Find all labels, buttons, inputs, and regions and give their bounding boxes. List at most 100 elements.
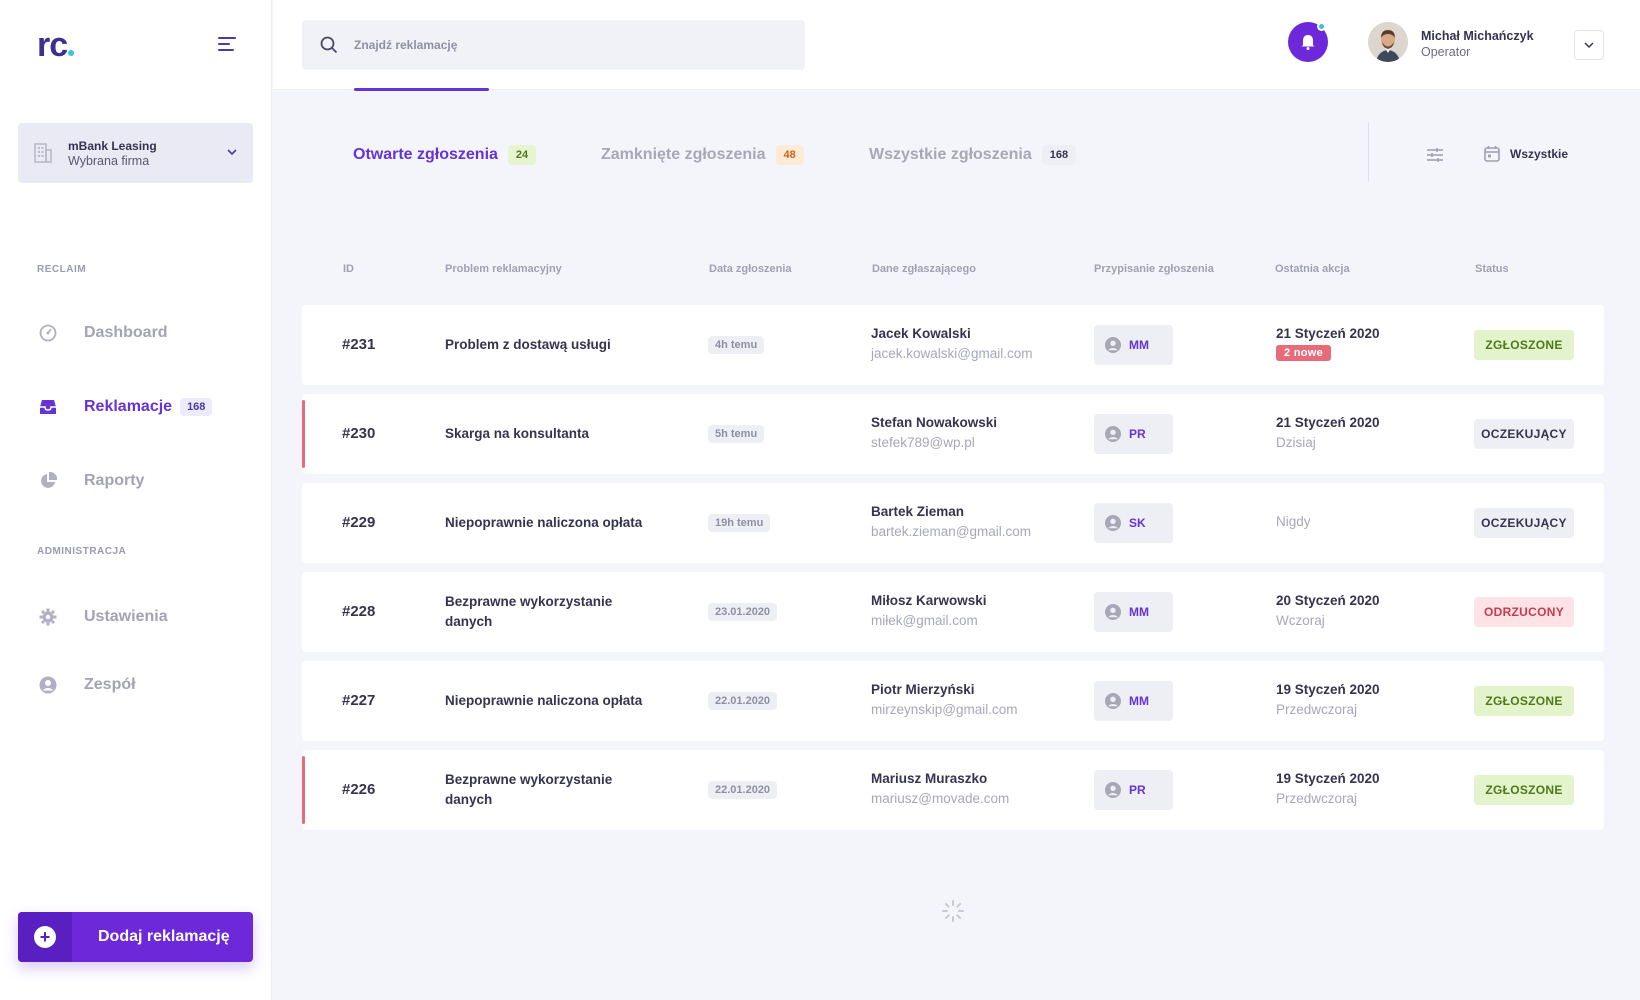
user-menu-dropdown[interactable] bbox=[1574, 30, 1604, 60]
chevron-down-icon bbox=[1584, 42, 1594, 49]
assignee-chip[interactable]: MM bbox=[1094, 325, 1173, 365]
last-action-relative: Dzisiaj bbox=[1276, 435, 1316, 450]
search-input[interactable] bbox=[354, 38, 774, 52]
notifications-button[interactable] bbox=[1288, 22, 1328, 62]
table-row[interactable]: #229 Niepoprawnie naliczona opłata 19h t… bbox=[302, 483, 1604, 563]
tab-label: Zamknięte zgłoszenia bbox=[601, 146, 766, 163]
logo-text: rc bbox=[37, 26, 68, 64]
reporter-name: Miłosz Karwowski bbox=[871, 593, 987, 608]
table-row[interactable]: #226 Bezprawne wykorzystanie danych 22.0… bbox=[302, 750, 1604, 830]
search-icon bbox=[320, 36, 338, 54]
menu-toggle-icon[interactable] bbox=[218, 37, 236, 53]
user-circle-icon bbox=[1105, 337, 1121, 353]
reporter-name: Bartek Zieman bbox=[871, 504, 965, 519]
sidebar: rc mBank Leasing Wybrana firma RECLAIM D… bbox=[0, 0, 272, 1000]
status-badge: ZGŁOSZONE bbox=[1474, 775, 1574, 805]
add-complaint-label: Dodaj reklamację bbox=[98, 928, 230, 945]
pie-chart-icon bbox=[37, 470, 59, 492]
tab-count-badge: 48 bbox=[775, 145, 804, 165]
table-row[interactable]: #227 Niepoprawnie naliczona opłata 22.01… bbox=[302, 661, 1604, 741]
reporter-email: miłek@gmail.com bbox=[871, 613, 978, 628]
status-badge: ZGŁOSZONE bbox=[1474, 686, 1574, 716]
tab-open[interactable]: Otwarte zgłoszenia 24 bbox=[353, 145, 537, 165]
loading-spinner-icon bbox=[942, 900, 964, 922]
complaint-id: #230 bbox=[342, 425, 376, 442]
complaint-id: #228 bbox=[342, 603, 376, 620]
add-complaint-button[interactable]: + Dodaj reklamację bbox=[18, 912, 253, 962]
complaint-date: 22.01.2020 bbox=[708, 692, 778, 710]
search-box[interactable] bbox=[302, 20, 805, 70]
assignee-chip[interactable]: PR bbox=[1094, 770, 1173, 810]
complaint-id: #227 bbox=[342, 692, 376, 709]
column-header-problem: Problem reklamacyjny bbox=[445, 263, 562, 275]
tab-closed[interactable]: Zamknięte zgłoszenia 48 bbox=[601, 145, 804, 165]
last-action-date: 19 Styczeń 2020 bbox=[1276, 771, 1380, 786]
column-header-last-action: Ostatnia akcja bbox=[1275, 263, 1350, 275]
complaint-problem: Niepoprawnie naliczona opłata bbox=[445, 515, 643, 530]
tab-label: Otwarte zgłoszenia bbox=[353, 146, 498, 163]
dashboard-icon bbox=[37, 322, 59, 344]
complaint-date: 23.01.2020 bbox=[708, 603, 778, 621]
status-badge: OCZEKUJĄCY bbox=[1474, 419, 1574, 449]
assignee-chip[interactable]: PR bbox=[1094, 414, 1173, 454]
filter-sliders-icon[interactable] bbox=[1426, 146, 1444, 164]
avatar[interactable] bbox=[1368, 22, 1408, 62]
user-circle-icon bbox=[1105, 515, 1121, 531]
last-action-relative: Przedwczoraj bbox=[1276, 702, 1358, 717]
tab-count-badge: 24 bbox=[507, 145, 537, 165]
status-badge: ZGŁOSZONE bbox=[1474, 330, 1574, 360]
complaint-problem: Bezprawne wykorzystanie danych bbox=[445, 772, 613, 807]
reporter-name: Mariusz Muraszko bbox=[871, 771, 988, 786]
last-action-date: 20 Styczeń 2020 bbox=[1276, 593, 1380, 608]
assignee-chip[interactable]: MM bbox=[1094, 681, 1173, 721]
new-messages-badge: 2 nowe bbox=[1276, 345, 1332, 361]
last-action-relative: Wczoraj bbox=[1276, 613, 1325, 628]
assignee-initials: MM bbox=[1129, 694, 1149, 708]
assignee-chip[interactable]: SK bbox=[1094, 503, 1173, 543]
chevron-down-icon bbox=[227, 149, 237, 156]
date-filter[interactable]: Wszystkie bbox=[1484, 145, 1568, 162]
plus-icon-area: + bbox=[18, 912, 72, 962]
complaint-problem: Skarga na konsultanta bbox=[445, 426, 590, 441]
company-selector[interactable]: mBank Leasing Wybrana firma bbox=[18, 123, 253, 183]
column-header-reporter: Dane zgłaszającego bbox=[872, 263, 976, 275]
company-subtitle: Wybrana firma bbox=[68, 154, 150, 168]
sidebar-item-reklamacje[interactable]: Reklamacje 168 bbox=[37, 392, 213, 422]
section-label-reclaim: RECLAIM bbox=[37, 264, 87, 275]
active-tab-indicator bbox=[354, 88, 489, 91]
reporter-name: Piotr Mierzyński bbox=[871, 682, 975, 697]
sidebar-item-label: Ustawienia bbox=[84, 608, 168, 625]
tab-all[interactable]: Wszystkie zgłoszenia 168 bbox=[869, 145, 1077, 165]
reporter-email: mirzeynskip@gmail.com bbox=[871, 702, 1018, 717]
status-badge: ODRZUCONY bbox=[1474, 597, 1574, 627]
complaint-date: 19h temu bbox=[708, 514, 771, 532]
table-row[interactable]: #230 Skarga na konsultanta 5h temu Stefa… bbox=[302, 394, 1604, 474]
user-role: Operator bbox=[1421, 45, 1471, 59]
complaint-date: 22.01.2020 bbox=[708, 781, 778, 799]
sidebar-item-raporty[interactable]: Raporty bbox=[37, 466, 144, 496]
table-row[interactable]: #228 Bezprawne wykorzystanie danych 23.0… bbox=[302, 572, 1604, 652]
table-row[interactable]: #231 Problem z dostawą usługi 4h temu Ja… bbox=[302, 305, 1604, 385]
complaint-id: #231 bbox=[342, 336, 376, 353]
tab-label: Wszystkie zgłoszenia bbox=[869, 146, 1032, 163]
assignee-initials: PR bbox=[1129, 427, 1146, 441]
assignee-chip[interactable]: MM bbox=[1094, 592, 1173, 632]
sidebar-item-dashboard[interactable]: Dashboard bbox=[37, 318, 168, 348]
logo-dot bbox=[68, 50, 75, 56]
assignee-initials: MM bbox=[1129, 338, 1149, 352]
complaint-problem: Problem z dostawą usługi bbox=[445, 337, 611, 352]
app-logo[interactable]: rc bbox=[37, 26, 75, 65]
sidebar-item-ustawienia[interactable]: Ustawienia bbox=[37, 602, 168, 632]
reporter-email: stefek789@wp.pl bbox=[871, 435, 975, 450]
assignee-initials: MM bbox=[1129, 605, 1149, 619]
section-label-admin: ADMINISTRACJA bbox=[37, 546, 127, 557]
last-action-relative: Przedwczoraj bbox=[1276, 791, 1358, 806]
plus-icon: + bbox=[34, 926, 56, 948]
sidebar-item-zespol[interactable]: Zespół bbox=[37, 670, 136, 700]
company-name: mBank Leasing bbox=[68, 139, 157, 153]
user-circle-icon bbox=[1105, 604, 1121, 620]
last-action-date: Nigdy bbox=[1276, 514, 1311, 529]
complaint-problem: Bezprawne wykorzystanie danych bbox=[445, 594, 613, 629]
building-icon bbox=[34, 143, 52, 163]
complaint-id: #226 bbox=[342, 781, 376, 798]
